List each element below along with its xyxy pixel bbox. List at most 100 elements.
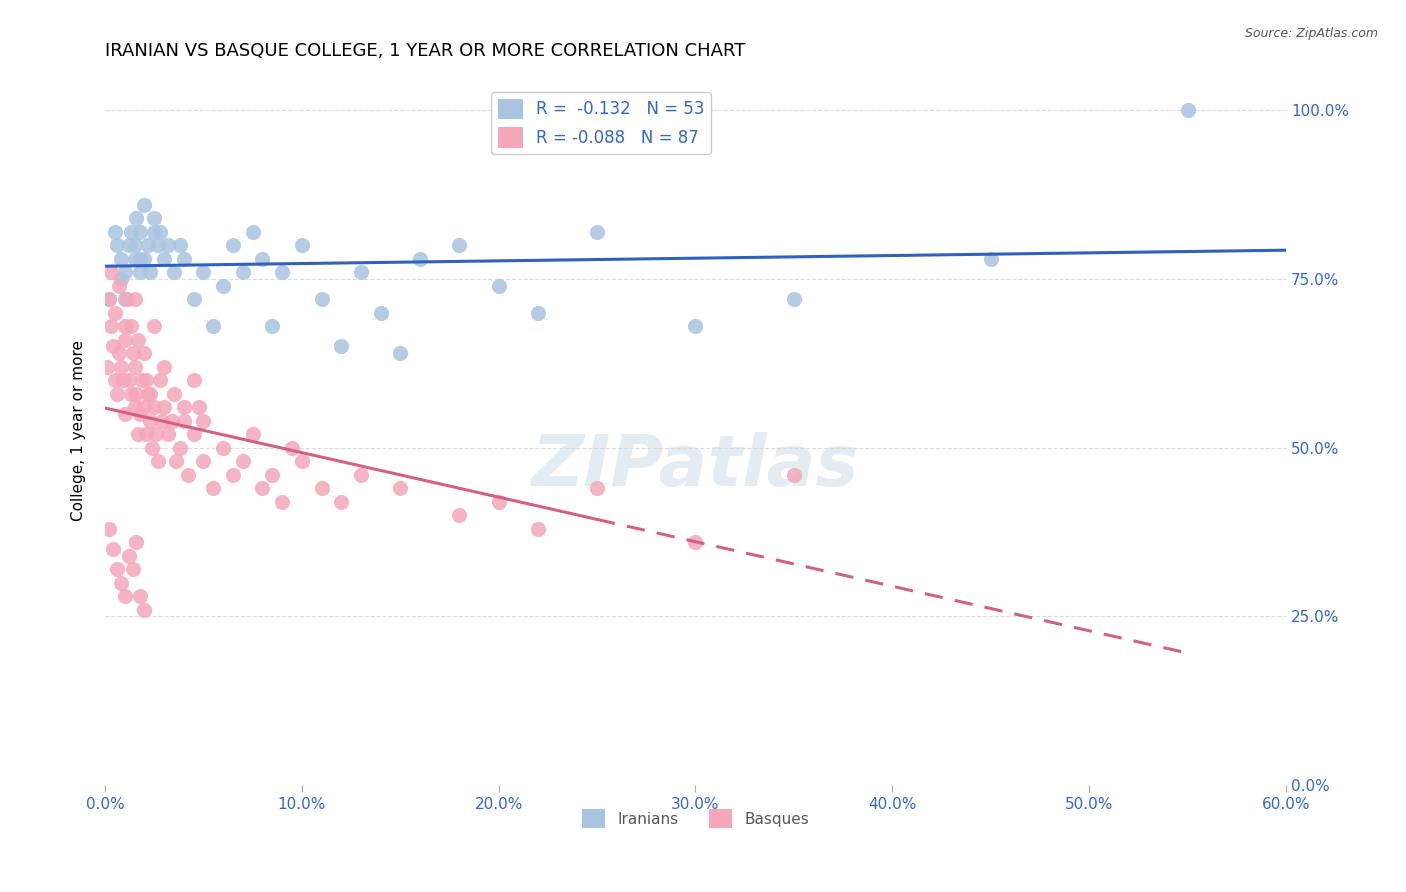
Point (242, 225, 264, 239)
Point (169, 238, 191, 252)
Point (271, 265, 294, 279)
Point (131, 373, 153, 387)
Point (527, 522, 550, 536)
Point (145, 427, 167, 442)
Point (129, 407, 152, 421)
Point (183, 427, 205, 442)
Point (389, 481, 412, 495)
Legend: Iranians, Basques: Iranians, Basques (576, 804, 815, 834)
Point (222, 467, 245, 482)
Point (105, 562, 128, 576)
Point (262, 319, 284, 334)
Point (150, 414, 173, 428)
Point (110, 252, 132, 266)
Text: IRANIAN VS BASQUE COLLEGE, 1 YEAR OR MORE CORRELATION CHART: IRANIAN VS BASQUE COLLEGE, 1 YEAR OR MOR… (105, 42, 745, 60)
Point (488, 278, 510, 293)
Point (114, 265, 136, 279)
Point (111, 373, 134, 387)
Point (153, 401, 176, 415)
Point (114, 292, 136, 306)
Point (291, 238, 314, 252)
Point (124, 401, 146, 415)
Point (409, 252, 432, 266)
Point (212, 441, 235, 455)
Point (135, 373, 157, 387)
Point (783, 292, 806, 306)
Y-axis label: College, 1 year or more: College, 1 year or more (72, 341, 86, 521)
Point (176, 467, 198, 482)
Point (97, 292, 120, 306)
Point (252, 481, 274, 495)
Point (105, 238, 128, 252)
Point (527, 306, 550, 320)
Point (120, 319, 142, 334)
Point (107, 346, 129, 360)
Point (202, 481, 225, 495)
Point (139, 414, 162, 428)
Point (173, 252, 195, 266)
Point (242, 427, 264, 442)
Point (262, 467, 284, 482)
Point (125, 535, 148, 549)
Point (586, 225, 609, 239)
Point (117, 238, 139, 252)
Point (114, 589, 136, 603)
Point (449, 238, 471, 252)
Point (488, 494, 510, 508)
Point (96, 359, 118, 374)
Point (129, 225, 152, 239)
Point (173, 401, 195, 415)
Point (129, 265, 152, 279)
Point (350, 265, 373, 279)
Point (685, 535, 707, 549)
Point (104, 373, 127, 387)
Point (125, 386, 148, 401)
Point (586, 481, 609, 495)
Point (281, 441, 304, 455)
Point (212, 278, 235, 293)
Point (370, 306, 392, 320)
Point (100, 265, 122, 279)
Point (169, 441, 191, 455)
Point (110, 575, 132, 590)
Point (134, 401, 156, 415)
Point (135, 427, 157, 442)
Point (183, 292, 205, 306)
Point (124, 359, 146, 374)
Point (143, 319, 166, 334)
Point (117, 549, 139, 563)
Point (134, 346, 156, 360)
Point (163, 386, 186, 401)
Point (163, 265, 186, 279)
Point (143, 401, 166, 415)
Point (114, 333, 136, 347)
Point (127, 333, 149, 347)
Point (120, 386, 142, 401)
Point (136, 386, 159, 401)
Point (134, 602, 156, 616)
Point (183, 373, 205, 387)
Point (125, 211, 148, 226)
Point (141, 441, 163, 455)
Point (252, 252, 274, 266)
Point (117, 373, 139, 387)
Point (193, 414, 215, 428)
Point (173, 414, 195, 428)
Point (149, 225, 172, 239)
Point (193, 265, 215, 279)
Point (124, 292, 146, 306)
Point (101, 541, 124, 556)
Point (114, 319, 136, 334)
Point (146, 238, 169, 252)
Point (783, 467, 806, 482)
Point (139, 386, 162, 401)
Point (129, 589, 152, 603)
Point (136, 238, 159, 252)
Point (134, 252, 156, 266)
Point (232, 265, 254, 279)
Point (980, 252, 1002, 266)
Point (120, 225, 142, 239)
Point (149, 373, 172, 387)
Point (449, 508, 471, 523)
Point (121, 346, 143, 360)
